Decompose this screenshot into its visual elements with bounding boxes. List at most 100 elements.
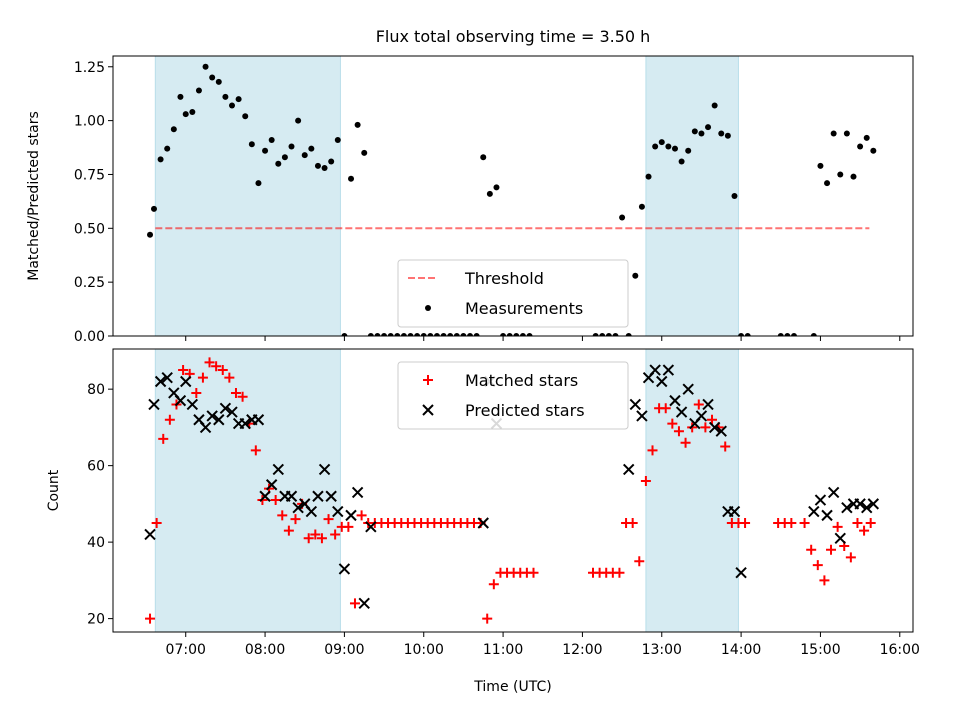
matched-star-point [859, 525, 870, 536]
measurement-point [381, 333, 388, 336]
measurement-point [777, 333, 784, 336]
measurement-point [691, 128, 698, 135]
matched-star-point [310, 529, 321, 540]
predicted-star-point [199, 421, 212, 434]
predicted-star-point [272, 463, 284, 476]
predicted-star-point [814, 494, 827, 506]
measurement-point [658, 139, 665, 146]
measurement-point [387, 333, 394, 336]
matched-star-point [845, 552, 856, 563]
measurement-point [790, 333, 797, 336]
matched-star-point [528, 567, 539, 578]
measurement-point [209, 74, 216, 81]
matched-star-point [812, 560, 823, 571]
measurement-point [222, 93, 229, 100]
matched-star-point [283, 525, 294, 536]
measurement-point [500, 333, 507, 336]
measurement-point [361, 149, 368, 156]
measurement-point [255, 180, 262, 187]
measurement-point [467, 333, 474, 336]
predicted-star-point [662, 364, 675, 376]
measurement-point [698, 130, 705, 137]
measurement-point [268, 137, 275, 143]
predicted-star-point [226, 406, 238, 418]
matched-star-point [316, 533, 327, 544]
measurement-point [440, 333, 447, 336]
matched-star-point [356, 510, 367, 521]
measurement-point [632, 272, 639, 279]
measurement-point [229, 102, 236, 109]
measurement-point [817, 162, 824, 169]
predicted-star-point [325, 490, 337, 502]
measurement-point [182, 111, 189, 118]
measurement-point [685, 147, 692, 154]
matched-star-point [349, 598, 360, 609]
measurement-point [671, 145, 678, 152]
matched-star-point [488, 579, 499, 590]
x-tick-label: 15:00 [800, 642, 840, 658]
measurement-point [605, 333, 612, 336]
predicted-star-point [841, 502, 853, 514]
measurement-point [526, 333, 533, 336]
matched-star-point [145, 613, 156, 624]
matched-star-point [178, 365, 189, 376]
measurement-point [301, 152, 308, 159]
measurement-point [407, 333, 414, 336]
predicted-star-point [622, 463, 635, 476]
measurement-point [731, 193, 738, 199]
measurement-point [480, 154, 487, 161]
measurement-point [314, 162, 321, 169]
axes-frame [112, 348, 914, 633]
measurement-point [433, 333, 440, 336]
measurement-point [870, 147, 877, 154]
matched-star-point [224, 372, 235, 383]
matched-star-point [250, 445, 261, 456]
matched-star-point [197, 372, 208, 383]
matched-star-point [673, 426, 684, 437]
y-axis-label: Count [46, 469, 62, 511]
matched-star-point [204, 357, 215, 368]
measurement-point [281, 154, 288, 161]
predicted-star-point [834, 532, 846, 545]
matched-star-point [323, 514, 334, 525]
measurement-point [460, 333, 467, 336]
matched-star-point [640, 475, 651, 486]
predicted-star-point [144, 528, 156, 541]
y-axis-label: Matched/Predicted stars [26, 111, 42, 281]
measurement-point [447, 333, 454, 336]
measurement-point [414, 333, 421, 336]
matched-star-point [799, 518, 810, 529]
predicted-star-point [351, 486, 364, 499]
measurement-point [427, 333, 434, 336]
measurement-point [202, 63, 209, 70]
measurement-point [374, 333, 381, 336]
predicted-star-point [629, 398, 642, 411]
matched-star-point [343, 521, 354, 532]
predicted-star-point [821, 509, 833, 522]
measurement-point [519, 333, 526, 336]
matched-star-point [786, 518, 797, 529]
predicted-star-point [649, 364, 661, 376]
matched-star-point [700, 422, 711, 433]
predicted-star-point [682, 383, 694, 395]
measurement-point [150, 205, 157, 212]
measurement-point [215, 78, 222, 85]
predicted-star-point [292, 502, 304, 514]
matched-star-point [230, 387, 241, 398]
measurement-point [177, 93, 184, 100]
measurement-point [652, 143, 659, 150]
measurement-point [453, 333, 460, 336]
shaded-window-1 [154, 55, 341, 337]
measurement-point [592, 333, 599, 336]
shaded-window-1 [154, 348, 341, 633]
legend-predicted-swatch [422, 404, 434, 416]
x-tick-label: 07:00 [166, 642, 206, 658]
x-tick-label: 14:00 [721, 642, 761, 658]
predicted-star-point [861, 502, 873, 514]
predicted-star-point [206, 410, 218, 422]
predicted-star-point [358, 597, 370, 610]
matched-star-point [707, 414, 718, 425]
measurement-point [857, 143, 864, 150]
legend: Matched stars Predicted stars [397, 361, 629, 430]
